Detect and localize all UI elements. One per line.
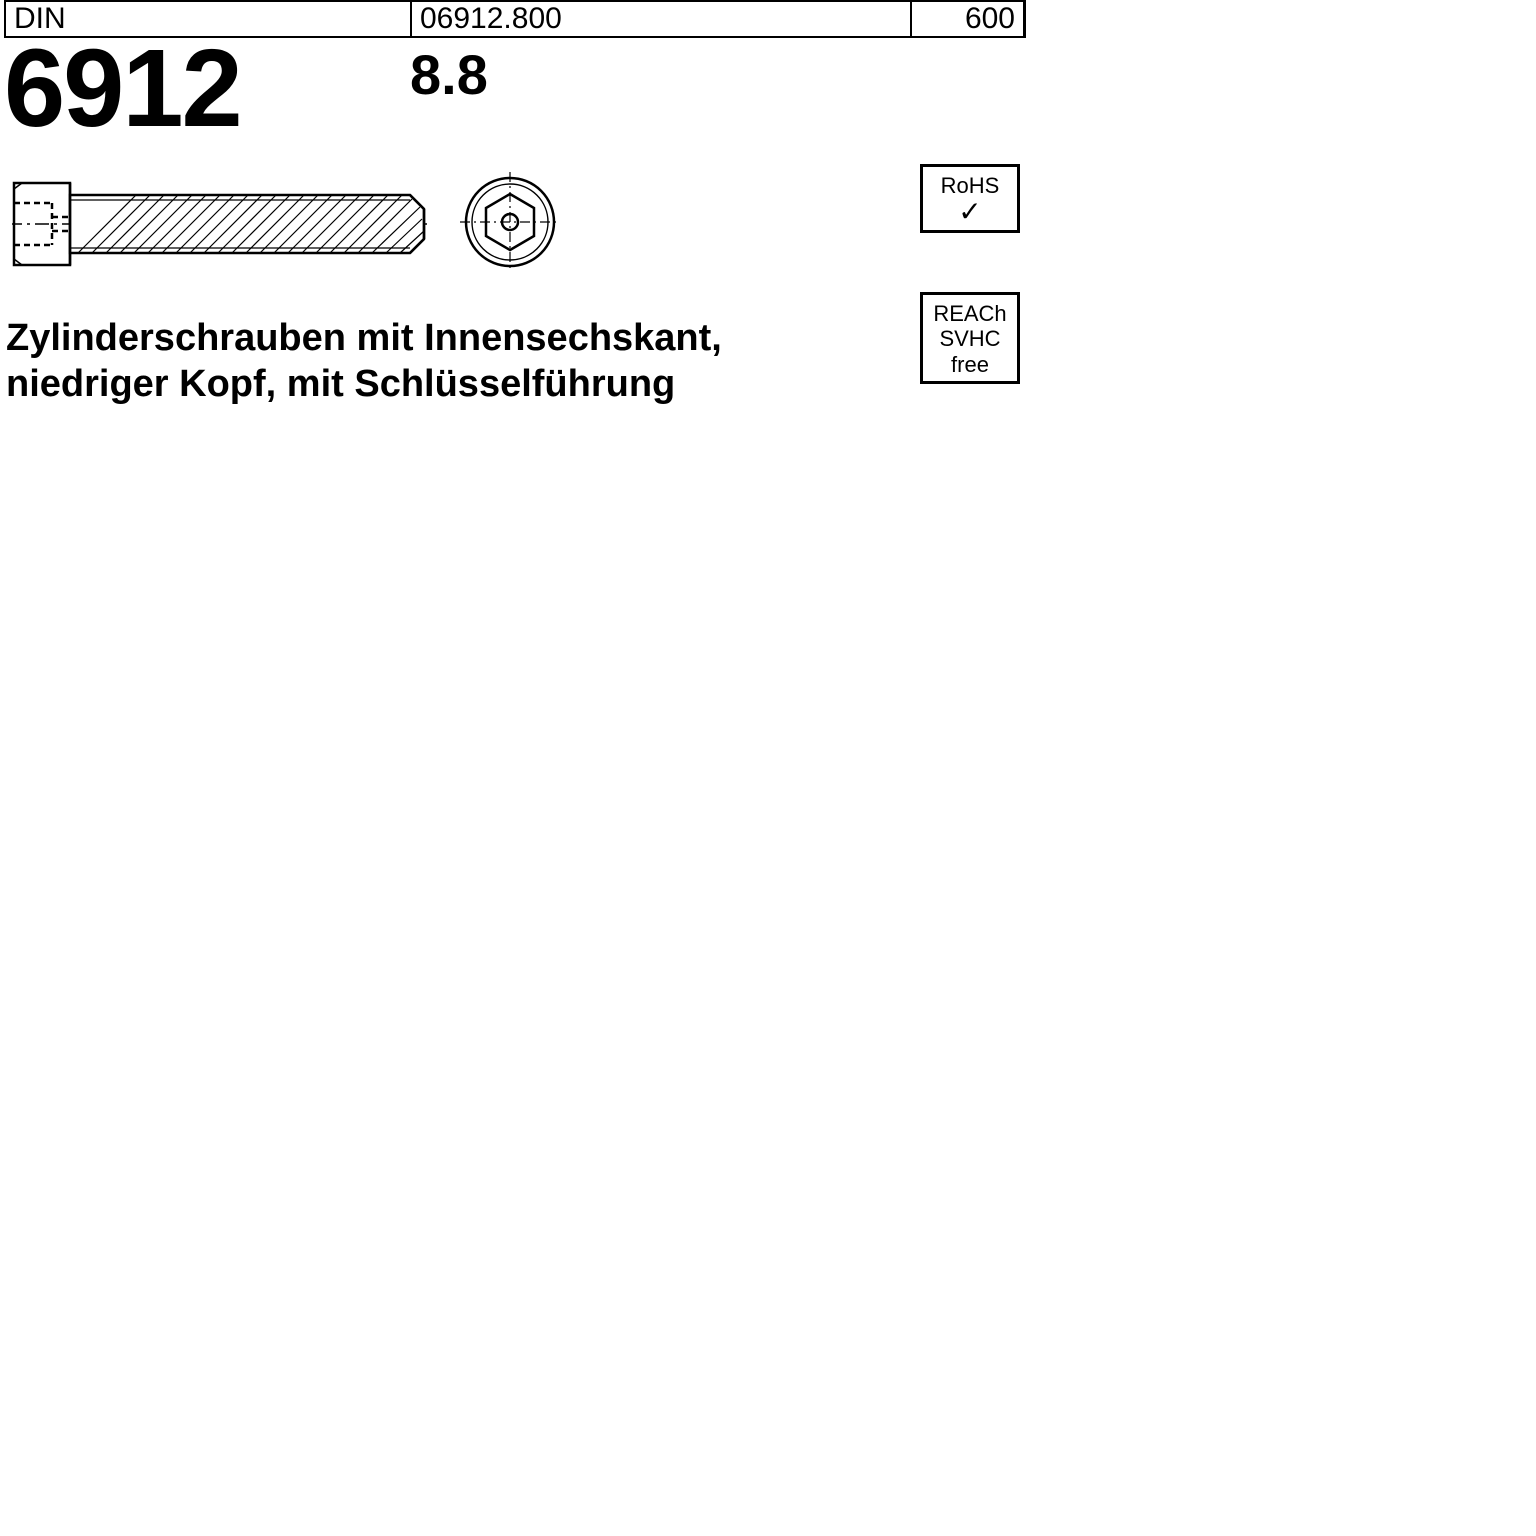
datasheet-page: DIN 06912.800 600 6912 8.8 [0, 0, 1030, 1030]
hex-end-view [460, 172, 560, 272]
product-description: Zylinderschrauben mit Innensechskant, ni… [6, 315, 722, 408]
description-line2: niedriger Kopf, mit Schlüsselführung [6, 363, 675, 405]
reach-line2: SVHC [925, 326, 1015, 351]
rohs-badge: RoHS ✓ [920, 164, 1020, 233]
reach-line3: free [925, 352, 1015, 377]
header-right: 600 [912, 2, 1023, 36]
reach-line1: REACh [925, 301, 1015, 326]
reach-badge: REACh SVHC free [920, 292, 1020, 384]
strength-grade: 8.8 [410, 42, 488, 107]
standard-number: 6912 [4, 34, 241, 144]
check-icon: ✓ [925, 198, 1015, 226]
bolt-side-view [12, 165, 432, 285]
description-line1: Zylinderschrauben mit Innensechskant, [6, 317, 722, 359]
rohs-label: RoHS [925, 173, 1015, 198]
header-mid: 06912.800 [412, 2, 912, 36]
